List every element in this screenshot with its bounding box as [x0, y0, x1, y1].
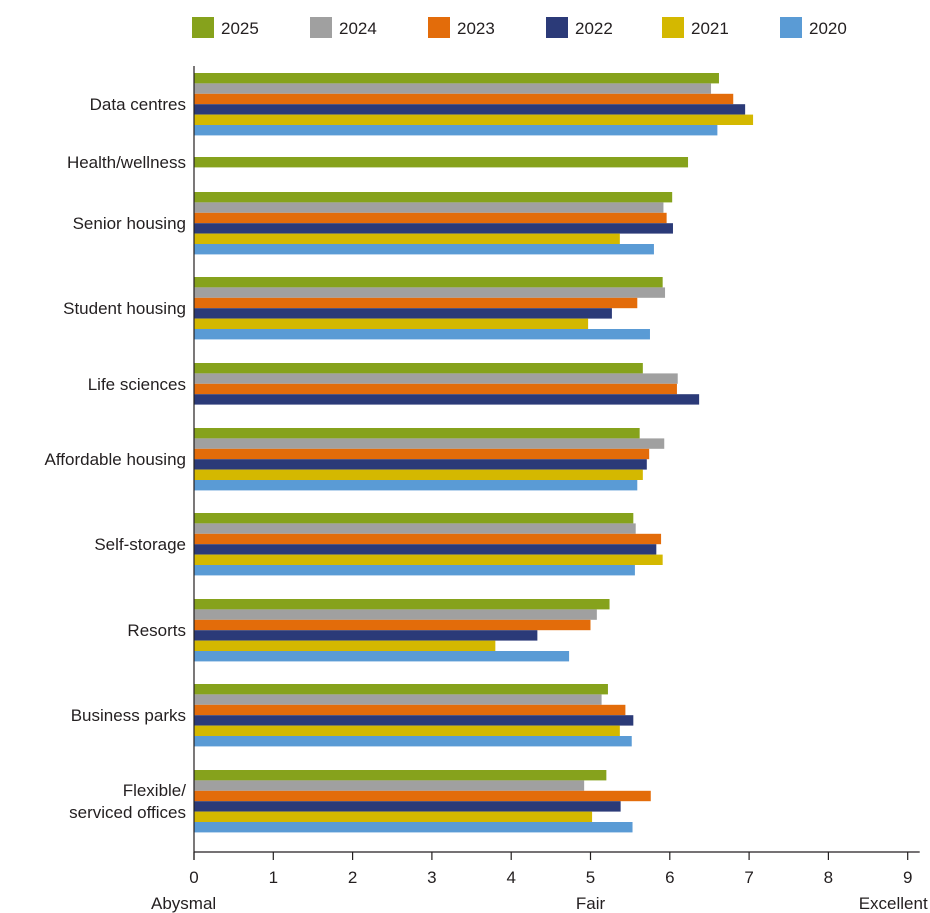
legend-label-2025: 2025 — [221, 19, 259, 38]
bar-senior-housing-2025 — [194, 192, 673, 203]
category-label-flexible-serviced-offices-line-1: Flexible/ — [123, 781, 187, 800]
x-tick-label-8: 8 — [824, 868, 833, 887]
bar-resorts-2020 — [194, 651, 570, 662]
bar-affordable-housing-2021 — [194, 469, 643, 480]
bar-resorts-2025 — [194, 599, 610, 610]
axes: 0 1 2 3 4 5 6 7 8 9 Abysmal Fair Excellent — [151, 66, 928, 913]
bar-self-storage-2020 — [194, 565, 635, 576]
legend-swatch-2023 — [428, 17, 450, 38]
scale-label-fair: Fair — [576, 894, 606, 913]
x-tick-label-0: 0 — [189, 868, 198, 887]
bar-self-storage-2022 — [194, 544, 657, 555]
bar-affordable-housing-2024 — [194, 438, 665, 449]
bar-student-housing-2020 — [194, 329, 650, 340]
scale-label-excellent: Excellent — [859, 894, 928, 913]
legend-label-2024: 2024 — [339, 19, 377, 38]
bar-data-centres-2024 — [194, 83, 712, 94]
legend-label-2020: 2020 — [809, 19, 847, 38]
bar-business-parks-2023 — [194, 704, 626, 716]
category-label-affordable-housing: Affordable housing — [45, 450, 186, 469]
x-tick-label-2: 2 — [348, 868, 357, 887]
bar-senior-housing-2020 — [194, 244, 654, 255]
bar-affordable-housing-2023 — [194, 448, 650, 460]
x-tick-label-3: 3 — [427, 868, 436, 887]
bar-flexible-serviced-offices-2023 — [194, 790, 651, 802]
scale-label-abysmal: Abysmal — [151, 894, 216, 913]
legend-swatch-2024 — [310, 17, 332, 38]
x-tick-label-1: 1 — [269, 868, 278, 887]
legend-swatch-2021 — [662, 17, 684, 38]
bar-flexible-serviced-offices-2025 — [194, 770, 607, 781]
bar-business-parks-2022 — [194, 715, 634, 726]
bar-business-parks-2021 — [194, 725, 620, 736]
legend-label-2021: 2021 — [691, 19, 729, 38]
bar-self-storage-2023 — [194, 533, 662, 545]
bar-data-centres-2021 — [194, 114, 754, 125]
bar-senior-housing-2021 — [194, 233, 620, 244]
bar-data-centres-2022 — [194, 104, 746, 115]
bar-senior-housing-2022 — [194, 223, 673, 234]
bar-flexible-serviced-offices-2021 — [194, 811, 593, 822]
bar-data-centres-2025 — [194, 73, 719, 84]
bar-self-storage-2021 — [194, 554, 663, 565]
bar-student-housing-2024 — [194, 287, 666, 298]
x-tick-label-5: 5 — [586, 868, 595, 887]
bar-flexible-serviced-offices-2020 — [194, 822, 633, 833]
legend-label-2022: 2022 — [575, 19, 613, 38]
bar-health-wellness-2025 — [194, 157, 689, 168]
legend: 2025 2024 2023 2022 2021 2020 — [192, 17, 847, 38]
bar-life-sciences-2024 — [194, 373, 678, 384]
bar-resorts-2021 — [194, 640, 496, 651]
bar-resorts-2023 — [194, 619, 591, 631]
bar-data-centres-2020 — [194, 125, 718, 136]
category-labels: Data centres Health/wellness Senior housin… — [45, 95, 187, 822]
bar-resorts-2022 — [194, 630, 538, 641]
bar-flexible-serviced-offices-2022 — [194, 801, 621, 812]
category-label-business-parks: Business parks — [71, 706, 186, 725]
bar-senior-housing-2024 — [194, 202, 664, 213]
category-label-resorts: Resorts — [127, 621, 186, 640]
x-tick-label-9: 9 — [903, 868, 912, 887]
bar-data-centres-2023 — [194, 93, 734, 105]
x-tick-label-4: 4 — [506, 868, 515, 887]
bar-student-housing-2025 — [194, 277, 663, 288]
bar-business-parks-2020 — [194, 736, 632, 747]
x-tick-label-7: 7 — [744, 868, 753, 887]
bars — [194, 73, 754, 833]
category-label-life-sciences: Life sciences — [88, 375, 186, 394]
category-label-health-wellness: Health/wellness — [67, 153, 186, 172]
bar-flexible-serviced-offices-2024 — [194, 780, 585, 791]
bar-life-sciences-2023 — [194, 383, 677, 395]
bar-self-storage-2024 — [194, 523, 636, 534]
bar-affordable-housing-2020 — [194, 480, 638, 491]
category-label-data-centres: Data centres — [90, 95, 186, 114]
legend-swatch-2020 — [780, 17, 802, 38]
bar-life-sciences-2025 — [194, 363, 643, 374]
bar-business-parks-2024 — [194, 694, 602, 705]
category-label-self-storage: Self-storage — [94, 535, 186, 554]
bar-self-storage-2025 — [194, 513, 634, 524]
bar-student-housing-2022 — [194, 308, 612, 319]
bar-resorts-2024 — [194, 609, 597, 620]
bar-life-sciences-2022 — [194, 394, 700, 405]
bar-senior-housing-2023 — [194, 212, 667, 224]
category-label-student-housing: Student housing — [63, 299, 186, 318]
legend-swatch-2025 — [192, 17, 214, 38]
bar-affordable-housing-2022 — [194, 459, 647, 470]
legend-swatch-2022 — [546, 17, 568, 38]
bar-affordable-housing-2025 — [194, 428, 640, 439]
legend-label-2023: 2023 — [457, 19, 495, 38]
category-label-senior-housing: Senior housing — [73, 214, 186, 233]
bar-student-housing-2023 — [194, 297, 638, 309]
bar-student-housing-2021 — [194, 318, 589, 329]
bar-business-parks-2025 — [194, 684, 608, 695]
category-label-flexible-serviced-offices-line-2: serviced offices — [69, 803, 186, 822]
x-tick-label-6: 6 — [665, 868, 674, 887]
